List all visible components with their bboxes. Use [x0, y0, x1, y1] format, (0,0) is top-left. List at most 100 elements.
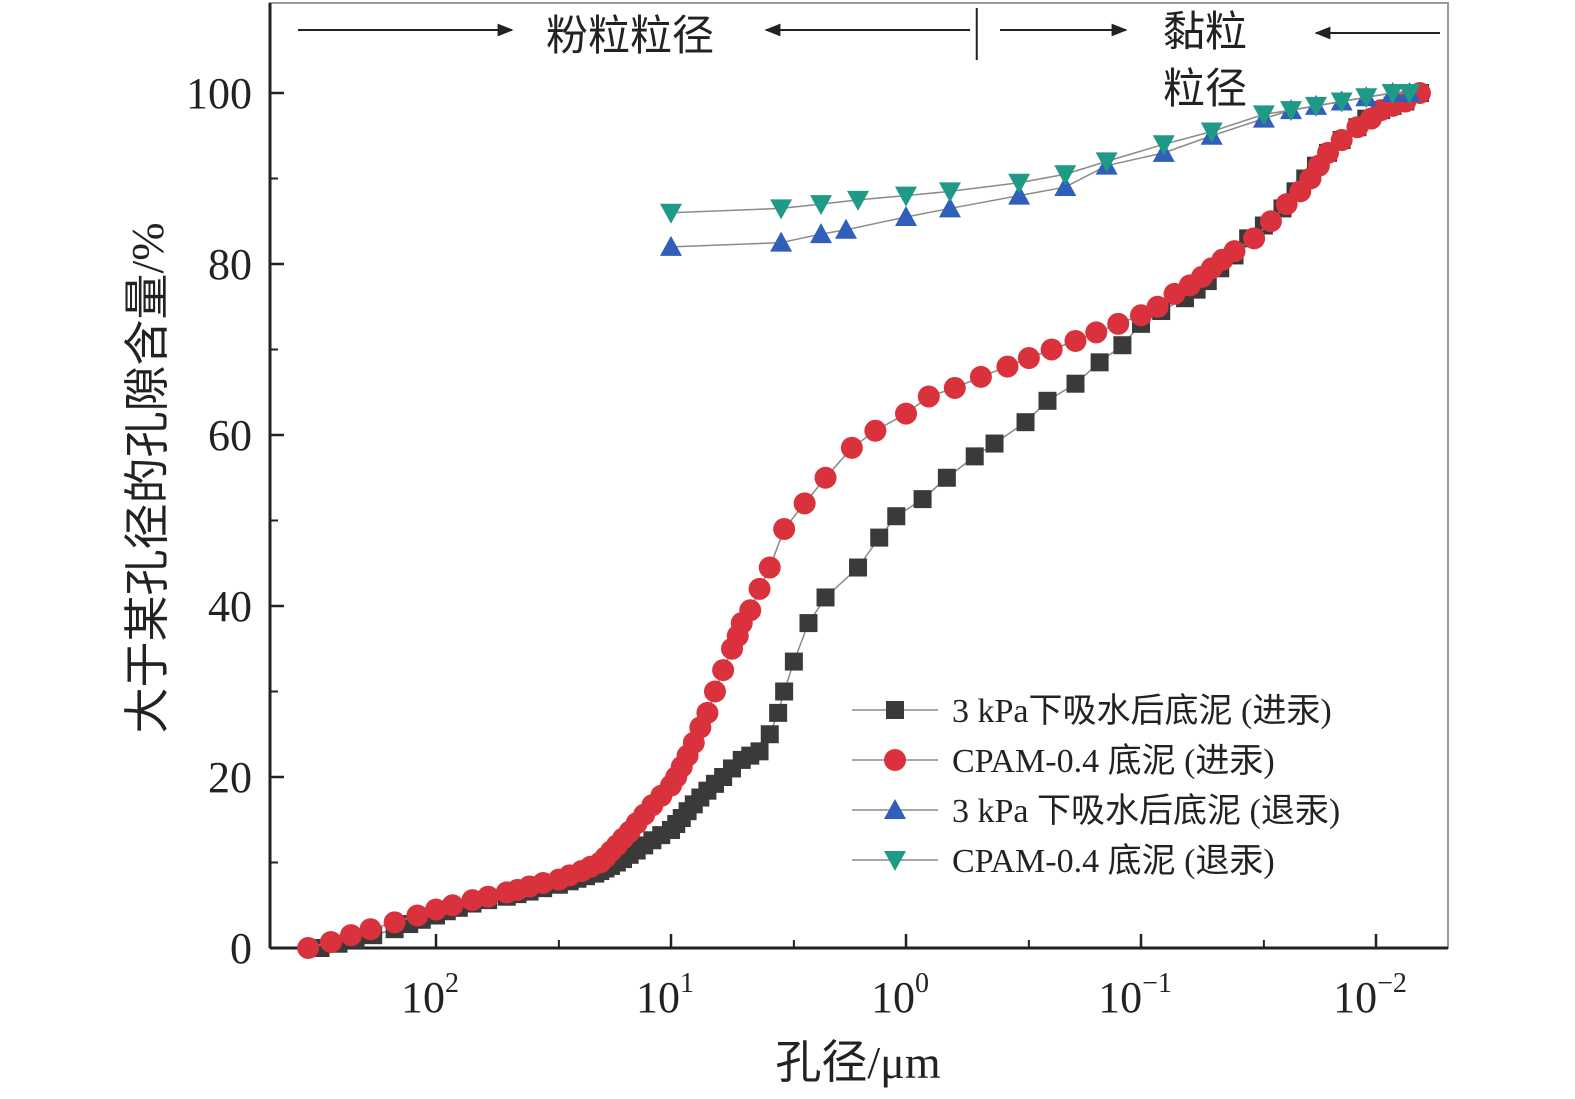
series-4 — [660, 84, 1421, 224]
data-point — [775, 682, 794, 701]
data-point — [383, 911, 406, 934]
data-point — [1243, 227, 1266, 250]
data-point — [1146, 295, 1169, 318]
data-point — [1200, 122, 1223, 143]
data-point — [1017, 347, 1040, 370]
data-point — [1095, 152, 1118, 173]
data-point — [359, 918, 382, 941]
data-point — [870, 528, 889, 547]
data-point — [1066, 374, 1085, 393]
data-point — [1381, 84, 1404, 104]
y-tick-label: 60 — [208, 411, 252, 460]
data-point — [1130, 304, 1152, 327]
x-tick-label: 102 — [401, 968, 459, 1022]
data-point — [703, 680, 726, 703]
legend: 3 kPa下吸水后底泥 (进汞) CPAM-0.4 底泥 (进汞) 3 kPa 下吸… — [852, 692, 1340, 880]
axis-tick-labels: 0 20 40 60 80 100 102 101 100 10−1 10−2 — [186, 69, 1407, 1022]
data-point — [784, 652, 803, 671]
legend-label: 3 kPa 下吸水后底泥 (退汞) — [952, 792, 1340, 830]
data-point — [406, 904, 429, 927]
data-point — [895, 186, 917, 207]
data-point — [1113, 336, 1132, 355]
y-tick-label: 80 — [208, 240, 252, 289]
legend-label: CPAM-0.4 底泥 (进汞) — [952, 742, 1275, 780]
data-point — [1152, 135, 1175, 156]
data-point — [840, 436, 863, 459]
data-point — [660, 235, 682, 256]
data-point — [739, 599, 762, 622]
data-point — [1090, 353, 1109, 372]
data-point — [1040, 338, 1063, 361]
x-tick-label: 10−2 — [1333, 968, 1407, 1022]
data-point — [1330, 129, 1353, 152]
data-point — [750, 742, 769, 761]
data-point — [297, 937, 320, 959]
legend-marker — [884, 851, 906, 871]
data-point — [1107, 312, 1130, 335]
data-point — [937, 468, 956, 487]
legend-marker — [884, 799, 906, 819]
data-point — [969, 365, 992, 388]
data-point — [1016, 413, 1035, 432]
clay-label-line2: 粒径 — [1163, 67, 1247, 113]
data-point — [943, 376, 966, 399]
data-point — [895, 205, 917, 226]
data-point — [1398, 84, 1421, 104]
data-point — [1252, 105, 1275, 126]
region-annotations: 粉粒粒径 黏粒 粒径 — [298, 8, 1440, 113]
data-point — [849, 558, 868, 577]
data-point — [1330, 92, 1353, 113]
data-point — [1355, 88, 1378, 109]
legend-label: 3 kPa下吸水后底泥 (进汞) — [952, 692, 1332, 730]
series-2 — [297, 82, 1431, 959]
clay-label-line1: 黏粒 — [1163, 10, 1247, 56]
axis-ticks — [270, 91, 1378, 950]
data-point — [847, 190, 870, 211]
data-point — [425, 898, 447, 921]
data-point — [887, 507, 906, 526]
data-point — [1279, 101, 1302, 122]
data-point — [965, 447, 984, 466]
data-point — [996, 355, 1019, 378]
data-point — [770, 199, 793, 220]
data-point — [814, 466, 837, 489]
data-point — [985, 434, 1004, 453]
data-point — [1259, 210, 1282, 233]
data-point — [1223, 240, 1246, 263]
data-point — [696, 701, 719, 724]
data-point — [758, 556, 781, 579]
data-point — [809, 223, 832, 244]
data-point — [938, 197, 961, 218]
data-point — [1054, 165, 1077, 186]
data-point — [477, 885, 500, 908]
data-point — [441, 894, 464, 917]
data-point — [770, 231, 793, 252]
data-point — [809, 195, 832, 216]
legend-marker — [886, 701, 904, 719]
data-point — [938, 182, 961, 203]
data-point — [895, 402, 917, 425]
data-point — [1085, 321, 1108, 344]
legend-label: CPAM-0.4 底泥 (退汞) — [952, 842, 1275, 880]
data-point — [319, 931, 342, 954]
data-point — [773, 518, 796, 541]
x-axis-title: 孔径/μm — [775, 1037, 940, 1088]
y-tick-label: 0 — [230, 924, 252, 973]
x-tick-label: 100 — [871, 968, 929, 1022]
legend-marker — [884, 749, 906, 771]
x-tick-label: 101 — [636, 968, 694, 1022]
data-point — [660, 203, 682, 224]
data-point — [799, 614, 818, 633]
data-point — [917, 385, 940, 408]
data-point — [835, 218, 858, 239]
data-point — [339, 924, 362, 947]
data-point — [1008, 184, 1031, 205]
y-tick-label: 40 — [208, 582, 252, 631]
data-point — [760, 725, 779, 744]
data-point — [913, 490, 932, 509]
data-point — [712, 659, 735, 682]
data-point — [1008, 173, 1031, 194]
data-point — [769, 703, 788, 722]
y-axis-title: 大于某孔径的孔隙含量/% — [122, 222, 173, 733]
